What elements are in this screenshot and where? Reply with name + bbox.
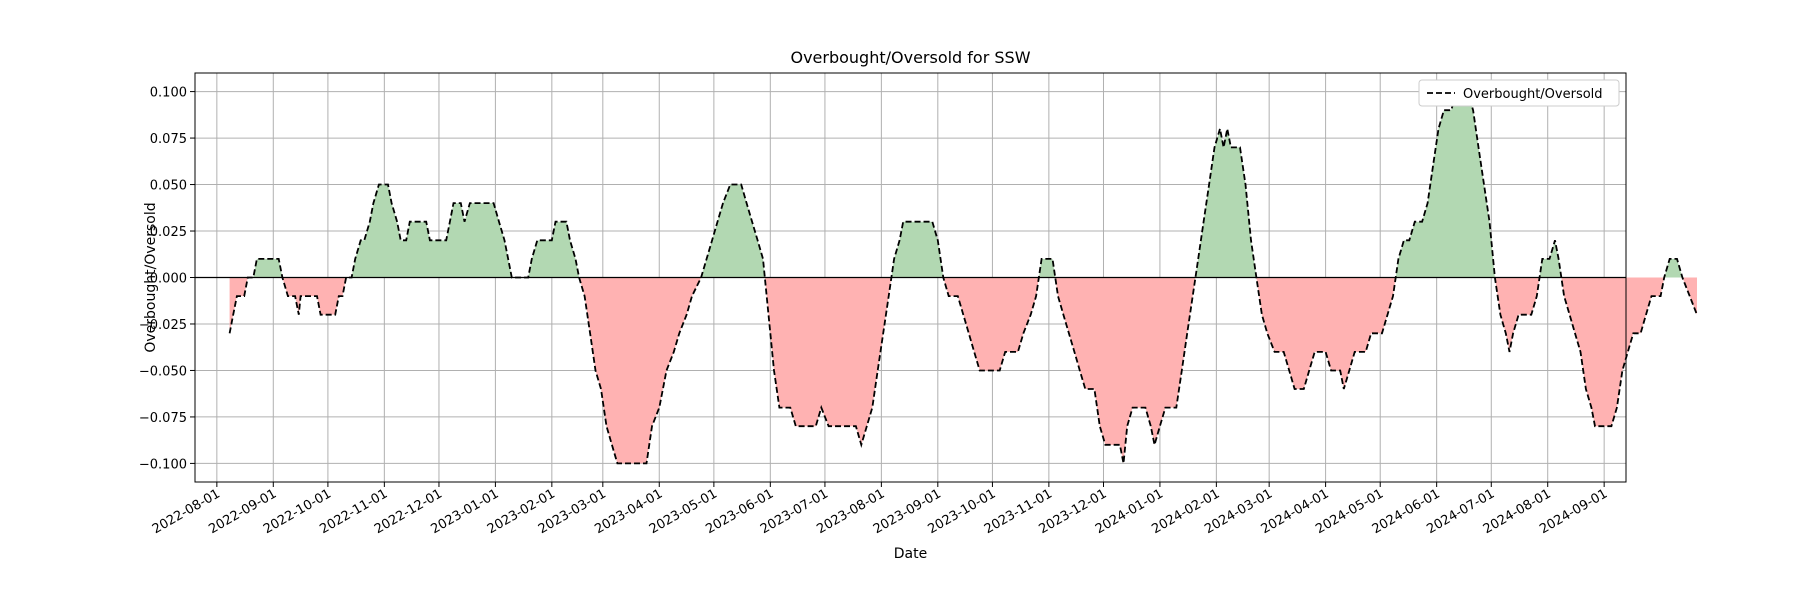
y-axis-ticks: 0.100 0.075 0.050 0.025 0.000 −0.025 −0.050 −0.…	[139, 86, 195, 472]
y-tick-label: −0.050	[139, 364, 187, 379]
x-axis-label: Date	[894, 546, 927, 562]
series-line-overbought-oversold	[228, 90, 1698, 465]
y-tick-label: 0.050	[150, 179, 187, 194]
y-tick-label: 0.025	[150, 225, 187, 240]
y-tick-label: 0.100	[150, 86, 187, 101]
y-tick-label: −0.025	[139, 318, 187, 333]
y-tick-label: −0.075	[139, 411, 187, 426]
legend-label: Overbought/Oversold	[1463, 87, 1603, 102]
y-tick-label: 0.000	[150, 272, 187, 287]
chart-title: Overbought/Oversold for SSW	[790, 48, 1030, 67]
legend-box	[1418, 79, 1620, 107]
y-tick-label: 0.075	[150, 132, 187, 147]
y-axis-label: Overbought/Oversold	[143, 202, 159, 352]
fill-areas	[229, 91, 1698, 464]
positive-fill-area	[253, 91, 1683, 278]
y-tick-label: −0.100	[139, 457, 187, 472]
legend: Overbought/Oversold	[1418, 79, 1620, 107]
x-axis-ticks: 2022-08-012022-09-012022-10-012022-11-01…	[150, 482, 1610, 537]
negative-fill-area	[229, 277, 1698, 464]
